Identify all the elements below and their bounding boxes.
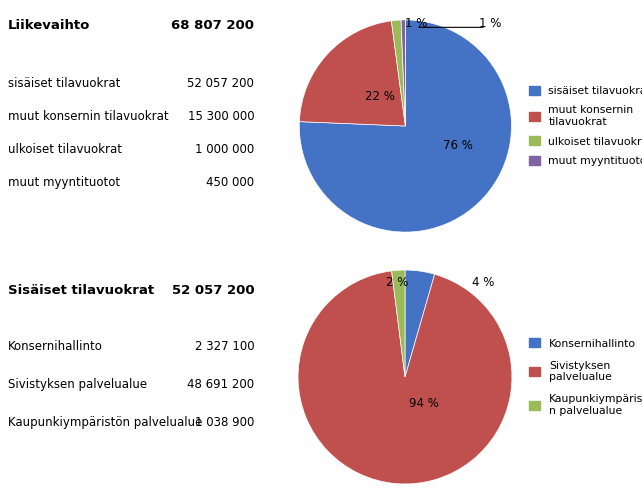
Wedge shape: [405, 270, 435, 377]
Text: 94 %: 94 %: [410, 397, 439, 410]
Wedge shape: [299, 20, 512, 232]
Legend: Konsernihallinto, Sivistyksen
palvelualue, Kaupunkiympäristö
n palvelualue: Konsernihallinto, Sivistyksen palvelualu…: [530, 339, 642, 415]
Text: Kaupunkiympäristön palvelualue: Kaupunkiympäristön palvelualue: [8, 416, 202, 430]
Text: 1 000 000: 1 000 000: [195, 143, 254, 156]
Text: sisäiset tilavuokrat: sisäiset tilavuokrat: [8, 77, 120, 90]
Text: 48 691 200: 48 691 200: [187, 378, 254, 391]
Text: 4 %: 4 %: [472, 276, 494, 289]
Text: 22 %: 22 %: [365, 90, 395, 103]
Text: 52 057 200: 52 057 200: [187, 77, 254, 90]
Text: Sivistyksen palvelualue: Sivistyksen palvelualue: [8, 378, 147, 391]
Text: 15 300 000: 15 300 000: [187, 110, 254, 123]
Wedge shape: [298, 271, 512, 484]
Text: 2 %: 2 %: [386, 276, 409, 289]
Text: Liikevaihto: Liikevaihto: [8, 19, 91, 32]
Wedge shape: [299, 21, 405, 126]
Text: 1 %: 1 %: [479, 17, 501, 30]
Text: Konsernihallinto: Konsernihallinto: [8, 340, 103, 353]
Wedge shape: [401, 20, 405, 126]
Text: 68 807 200: 68 807 200: [171, 19, 254, 32]
Wedge shape: [392, 20, 405, 126]
Text: muut konsernin tilavuokrat: muut konsernin tilavuokrat: [8, 110, 168, 123]
Text: 450 000: 450 000: [206, 176, 254, 189]
Text: 76 %: 76 %: [444, 139, 473, 151]
Text: muut myyntituotot: muut myyntituotot: [8, 176, 120, 189]
Text: ulkoiset tilavuokrat: ulkoiset tilavuokrat: [8, 143, 122, 156]
Legend: sisäiset tilavuokrat, muut konsernin
tilavuokrat, ulkoiset tilavuokrat, muut myy: sisäiset tilavuokrat, muut konsernin til…: [529, 86, 642, 166]
Text: 52 057 200: 52 057 200: [171, 284, 254, 297]
Wedge shape: [392, 270, 405, 377]
Text: 1 038 900: 1 038 900: [195, 416, 254, 430]
Text: 1 %: 1 %: [405, 17, 427, 30]
Text: Sisäiset tilavuokrat: Sisäiset tilavuokrat: [8, 284, 154, 297]
Text: 2 327 100: 2 327 100: [195, 340, 254, 353]
